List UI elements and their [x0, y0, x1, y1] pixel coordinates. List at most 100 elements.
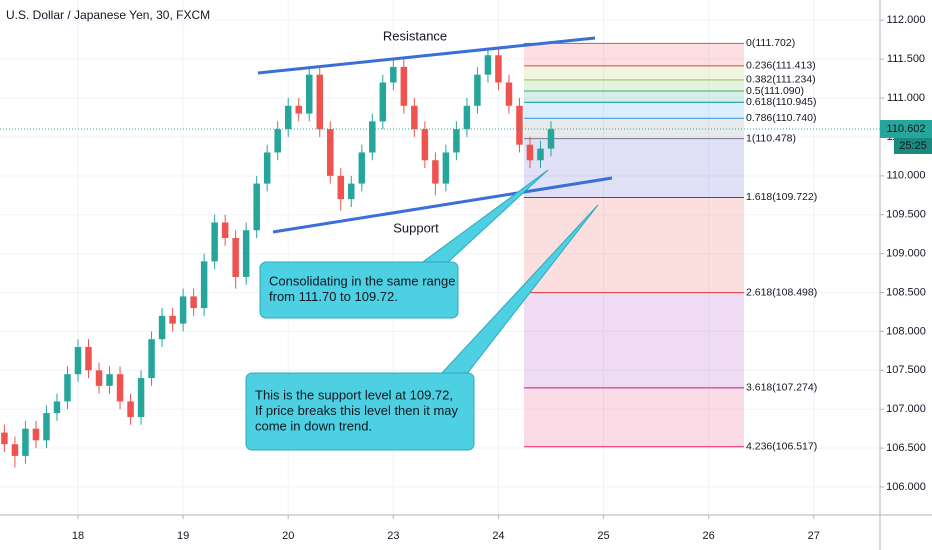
fib-zone — [524, 91, 744, 103]
candle-body — [106, 374, 113, 386]
candle-body — [74, 346, 82, 375]
fib-zone — [524, 138, 744, 198]
callout-box — [259, 261, 459, 319]
candle-body — [148, 339, 155, 379]
candle-body — [537, 148, 544, 161]
candle-body — [43, 413, 50, 441]
callout-text: come in down trend. — [255, 418, 372, 433]
x-tick-label: 20 — [282, 530, 294, 542]
candle-body — [158, 315, 166, 340]
last-price-label: 110.602 — [887, 123, 926, 135]
x-tick-label: 23 — [387, 530, 399, 542]
fib-label: 4.236(106.517) — [746, 441, 817, 453]
fib-zone — [524, 387, 744, 447]
y-tick-label: 107.500 — [886, 364, 926, 376]
fib-label: 1(110.478) — [746, 132, 796, 144]
fib-label: 0.618(110.945) — [746, 96, 816, 108]
support-line — [272, 176, 613, 234]
candle-body — [211, 222, 218, 262]
candle-body — [358, 152, 366, 184]
grid — [0, 0, 880, 515]
x-tick-label: 26 — [703, 530, 715, 542]
fib-label: 0.382(111.234) — [746, 74, 816, 86]
candle-body — [484, 55, 492, 75]
candle-body — [379, 82, 387, 122]
fib-zone — [524, 79, 744, 92]
resistance-label: Resistance — [383, 28, 447, 43]
fib-zone — [524, 102, 744, 119]
countdown: 25:25 — [899, 140, 927, 152]
callout-text: If price breaks this level then it may — [255, 403, 459, 418]
candle-body — [32, 428, 40, 441]
candle-body — [390, 66, 397, 83]
candle-body — [442, 152, 450, 184]
fib-zone — [524, 197, 744, 293]
candle-body — [348, 183, 355, 200]
candle-body — [95, 370, 103, 386]
candle-body — [253, 183, 260, 231]
candle-body — [284, 105, 292, 130]
support-label: Support — [393, 220, 439, 235]
candle-body — [526, 144, 534, 161]
candle-body — [474, 74, 481, 106]
candle-body — [453, 129, 460, 153]
x-tick-label: 25 — [597, 530, 609, 542]
candle-body — [263, 152, 271, 184]
candle-body — [516, 105, 523, 145]
x-tick-label: 27 — [808, 530, 820, 542]
candle-body — [242, 230, 250, 277]
candle-body — [1, 432, 8, 445]
resistance-line — [257, 36, 596, 75]
candle-body — [547, 129, 555, 149]
candle-body — [22, 428, 29, 456]
candle-body — [200, 261, 208, 309]
y-tick-label: 109.500 — [886, 209, 926, 221]
fib-label: 0(111.702) — [746, 37, 795, 49]
candle-body — [432, 160, 439, 184]
fib-label: 2.618(108.498) — [746, 286, 817, 298]
y-tick-label: 108.000 — [886, 325, 926, 337]
candles — [1, 47, 555, 468]
candle-body — [316, 74, 324, 130]
candle-body — [369, 121, 376, 153]
callout-text: from 111.70 to 109.72. — [269, 289, 398, 304]
y-tick-label: 107.000 — [886, 403, 926, 415]
candle-body — [295, 105, 302, 114]
x-tick-label: 24 — [492, 530, 504, 542]
candle-body — [179, 296, 187, 324]
y-tick-label: 106.000 — [886, 481, 926, 493]
candle-body — [64, 374, 71, 402]
candle-body — [505, 82, 513, 106]
fib-zone — [524, 292, 744, 388]
candle-body — [169, 315, 176, 324]
candle-body — [85, 346, 92, 371]
y-tick-label: 109.000 — [886, 248, 926, 260]
candle-body — [400, 66, 408, 106]
candle-body — [53, 401, 61, 414]
candle-body — [421, 129, 429, 161]
candle-body — [190, 296, 197, 309]
fib-zone — [524, 118, 744, 139]
candle-body — [337, 175, 345, 200]
y-tick-label: 111.000 — [887, 92, 925, 104]
fib-label: 0.236(111.413) — [746, 60, 816, 72]
x-tick-label: 18 — [72, 530, 84, 542]
callout-text: Consolidating in the same range — [269, 274, 455, 289]
fib-label: 3.618(107.274) — [746, 382, 817, 394]
candle-body — [274, 129, 281, 153]
y-tick-label: 106.500 — [886, 442, 926, 454]
candle-body — [495, 55, 502, 83]
candle-body — [327, 129, 334, 176]
candle-body — [116, 374, 124, 402]
x-tick-label: 19 — [177, 530, 189, 542]
countdown-box — [894, 137, 932, 154]
candle-body — [221, 222, 229, 239]
y-tick-label: 112.000 — [887, 14, 926, 26]
fib-zone — [524, 43, 744, 66]
y-tick-label: 110.000 — [887, 170, 926, 182]
fib-label: 0.786(110.740) — [746, 112, 816, 124]
candle-body — [127, 401, 134, 417]
